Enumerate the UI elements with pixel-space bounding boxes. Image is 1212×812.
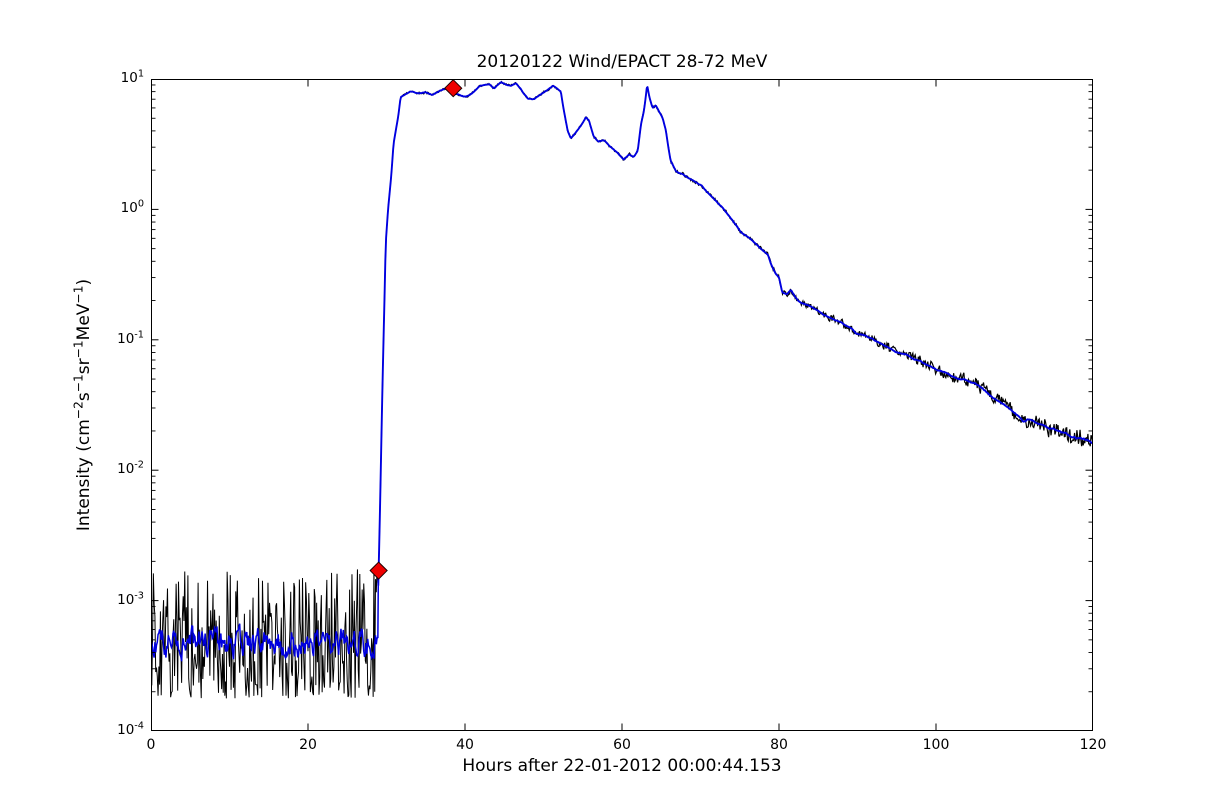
- x-tick-label: 120: [1079, 737, 1107, 753]
- smoothed-series-background: [151, 585, 380, 662]
- plot-canvas: [151, 79, 1093, 731]
- x-tick-label: 100: [922, 737, 950, 753]
- x-tick-label: 60: [613, 737, 631, 753]
- peak-marker: [444, 79, 463, 98]
- y-tick-label: 101: [120, 68, 144, 87]
- plot-area: [151, 79, 1093, 731]
- x-axis-label: Hours after 22-01-2012 00:00:44.153: [462, 756, 782, 776]
- onset-marker: [369, 561, 388, 580]
- axes-frame: [151, 79, 1093, 731]
- y-tick-label: 10-1: [117, 329, 144, 347]
- y-tick-label: 10-3: [117, 590, 144, 608]
- y-tick-label: 100: [120, 199, 144, 217]
- x-tick-label: 80: [770, 737, 788, 753]
- y-axis-label: Intensity (cm−2s−1sr−1MeV−1): [71, 278, 94, 532]
- x-tick-label: 0: [146, 737, 156, 753]
- raw-series-event: [377, 80, 1093, 586]
- raw-series-background: [151, 566, 379, 699]
- y-tick-label: 10-2: [117, 459, 144, 478]
- y-tick-label: 10-4: [117, 720, 144, 739]
- smoothed-series-event: [377, 81, 1093, 586]
- x-tick-label: 20: [299, 737, 317, 753]
- x-tick-label: 40: [456, 737, 474, 753]
- chart-title: 20120122 Wind/EPACT 28-72 MeV: [476, 52, 768, 72]
